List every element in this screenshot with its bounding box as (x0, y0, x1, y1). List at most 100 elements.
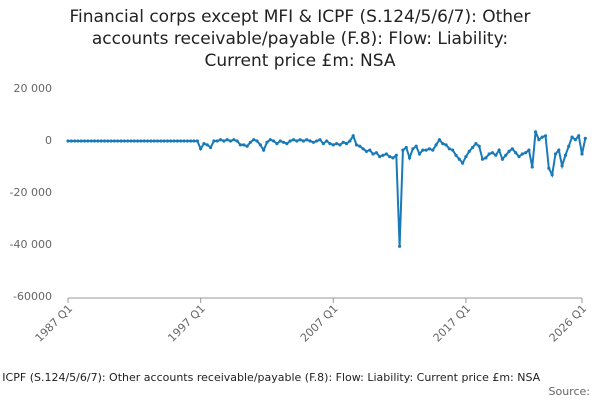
data-point (354, 143, 359, 147)
data-point (431, 148, 435, 152)
data-point (199, 147, 203, 151)
data-point (272, 139, 276, 143)
data-point (325, 139, 329, 143)
data-point (278, 139, 282, 143)
series-line (68, 131, 587, 247)
data-point (421, 148, 425, 152)
data-point (268, 138, 272, 142)
data-point (494, 153, 498, 157)
data-point (517, 155, 521, 159)
y-tick-label: -60000 (13, 290, 52, 303)
data-point (116, 139, 120, 143)
y-tick-label: 20 000 (14, 82, 53, 95)
data-point (308, 139, 312, 143)
data-point (490, 151, 495, 155)
data-point (102, 139, 107, 143)
data-point (434, 143, 438, 147)
x-tick-label: 2026 Q1 (547, 302, 590, 345)
data-point (288, 139, 292, 143)
data-point (295, 139, 299, 143)
data-point (305, 138, 309, 142)
data-point (550, 173, 554, 177)
data-point (567, 144, 571, 148)
data-point (351, 134, 355, 138)
data-point (86, 139, 90, 143)
data-point (205, 143, 209, 147)
data-point (252, 138, 256, 142)
data-point (285, 142, 289, 146)
data-point (232, 138, 236, 142)
data-point (152, 139, 156, 143)
data-point (122, 139, 126, 143)
data-point (202, 142, 206, 146)
data-point (477, 144, 481, 148)
data-point (537, 138, 541, 142)
data-point (470, 145, 475, 150)
data-point (96, 139, 100, 143)
data-point (106, 139, 110, 143)
data-point (454, 153, 458, 157)
data-point (109, 139, 113, 143)
data-point (368, 148, 372, 152)
data-point (265, 140, 269, 144)
data-point (212, 139, 216, 143)
data-point (583, 136, 587, 140)
x-tick-label: 2007 Q1 (298, 302, 341, 345)
data-point (328, 142, 332, 146)
data-point (371, 152, 375, 156)
data-point (411, 147, 415, 151)
data-point (577, 134, 581, 138)
data-point (82, 139, 87, 143)
data-point (145, 139, 150, 143)
data-point (175, 139, 180, 143)
data-point (484, 156, 488, 160)
data-point (381, 153, 385, 157)
data-point (69, 139, 73, 143)
data-point (318, 138, 322, 142)
data-point (487, 152, 491, 156)
data-point (510, 147, 514, 151)
data-point (480, 157, 485, 161)
data-point (195, 139, 199, 143)
data-point (189, 139, 193, 143)
data-point (225, 138, 229, 142)
data-point (242, 143, 246, 147)
data-point (119, 139, 123, 143)
data-point (500, 157, 505, 161)
data-point (427, 147, 432, 151)
data-point (464, 155, 468, 159)
data-point (424, 148, 428, 152)
data-point (401, 148, 405, 152)
data-point (378, 155, 382, 159)
data-point (530, 165, 534, 169)
data-point (441, 142, 445, 146)
data-point (364, 149, 369, 153)
data-point (451, 148, 455, 152)
data-point (414, 144, 418, 148)
data-point (182, 139, 186, 143)
data-point (136, 139, 140, 143)
data-point (331, 143, 335, 147)
data-point (335, 142, 339, 146)
data-point (457, 157, 461, 161)
data-point (262, 148, 266, 152)
data-point (563, 153, 568, 157)
legend-label: Financial corps except MFI & ICPF (S.124… (0, 371, 541, 384)
data-point (524, 151, 528, 155)
chart-title: Financial corps except MFI & ICPF (S.124… (69, 7, 531, 71)
data-point (99, 139, 103, 143)
data-point (255, 139, 259, 143)
data-point (321, 142, 325, 146)
data-point (298, 138, 302, 142)
data-point (504, 153, 508, 157)
data-point (281, 140, 286, 144)
y-tick-label: -40 000 (10, 238, 52, 251)
data-point (159, 139, 163, 143)
data-point (533, 130, 538, 134)
data-point (404, 145, 408, 150)
data-point (142, 139, 146, 143)
data-point (258, 143, 262, 147)
data-point (417, 152, 422, 156)
